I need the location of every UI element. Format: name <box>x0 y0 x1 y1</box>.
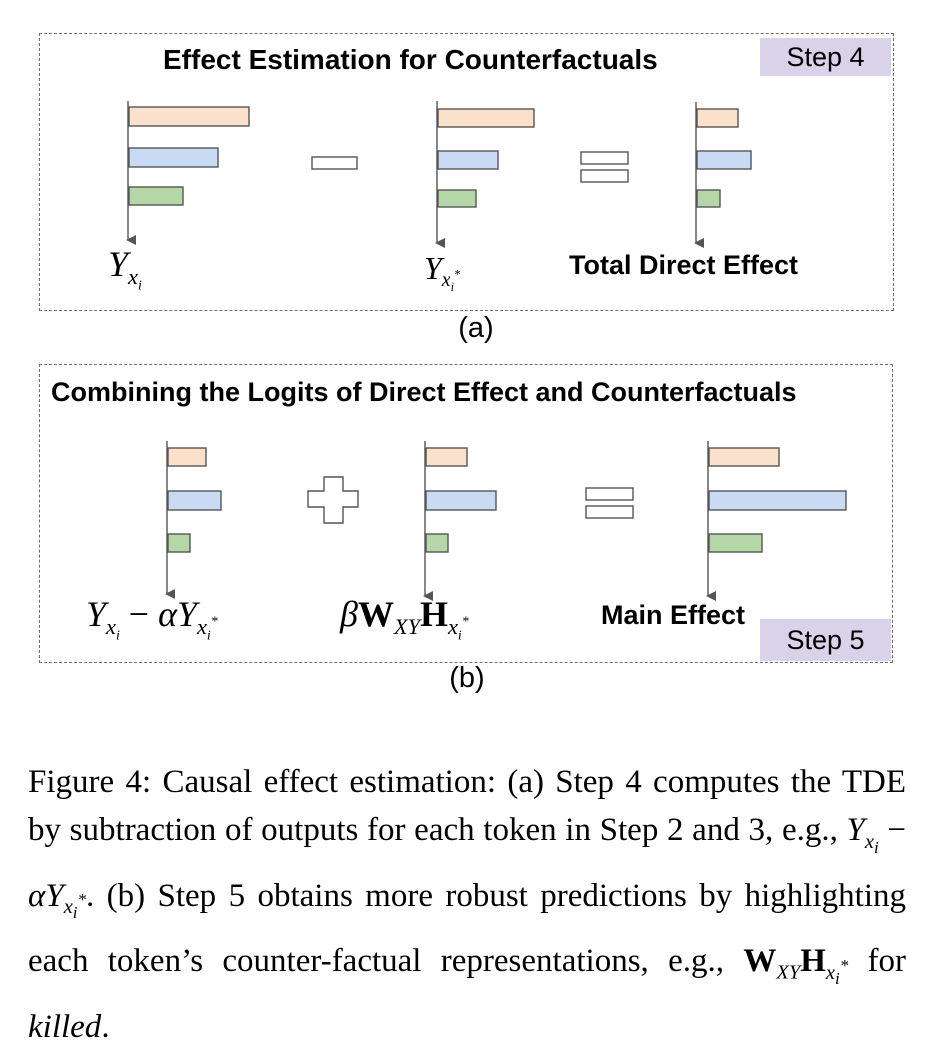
step-5-badge: Step 5 <box>760 619 891 661</box>
bar-a1-mid <box>128 147 219 168</box>
total-direct-effect-label: Total Direct Effect <box>569 250 799 280</box>
caption-emph: killed <box>28 1009 102 1046</box>
bar-a3-low <box>696 189 721 208</box>
bar-b2-low <box>425 533 449 553</box>
figure-caption: Figure 4: Causal effect estimation: (a) … <box>28 758 906 1051</box>
caption-math-2: WXYHxi* <box>743 943 849 989</box>
caption-figure-label: Figure 4: <box>28 764 152 800</box>
bar-b2-mid <box>425 490 497 511</box>
main-effect-label: Main Effect <box>601 600 746 630</box>
bar-b2-top <box>425 447 468 467</box>
bar-a1-top <box>128 106 250 127</box>
bar-b3-low <box>708 533 763 553</box>
bar-group-b1 <box>165 441 222 599</box>
bar-b3-mid <box>708 490 847 511</box>
caption-text-3: for <box>867 943 907 980</box>
panel-b-label: (b) <box>449 662 485 694</box>
bar-group-b3 <box>706 441 847 601</box>
bar-group-a1 <box>126 101 250 245</box>
panel-a <box>39 33 894 311</box>
bar-b3-top <box>708 447 780 467</box>
equals-icon-b-top <box>585 487 634 501</box>
caption-text-1: Causal effect estimation: (a) Step 4 com… <box>28 764 907 848</box>
bar-a2-low <box>437 189 477 208</box>
bar-a2-mid <box>437 150 499 170</box>
equals-icon-a-bottom <box>580 169 629 183</box>
plus-icon <box>307 476 359 524</box>
term-y-xi-a: Yxi <box>108 244 142 293</box>
panel-b <box>39 364 893 663</box>
minus-icon <box>311 156 358 170</box>
caption-text-2: . (b) Step 5 obtains more robust predict… <box>28 877 906 980</box>
caption-end: . <box>101 1009 110 1046</box>
panel-a-title: Effect Estimation for Counterfactuals <box>163 44 658 75</box>
caption-math-1: Yxi − αYxi* <box>28 812 907 923</box>
equals-icon-a-top <box>580 151 629 165</box>
bar-group-a2 <box>435 101 535 248</box>
term-direct-minus-alpha: Yxi − αYxi* <box>86 594 218 643</box>
bar-a1-low <box>128 186 184 206</box>
bar-a2-top <box>437 108 535 128</box>
equals-icon-b-bottom <box>585 505 634 519</box>
term-y-xi-star-a: Yxi* <box>424 250 461 295</box>
bar-group-b2 <box>423 441 497 601</box>
bar-b1-top <box>167 447 207 467</box>
panel-a-label: (a) <box>458 312 494 344</box>
bar-group-a3 <box>694 102 752 248</box>
bar-a3-top <box>696 108 739 128</box>
bar-b1-mid <box>167 490 222 511</box>
panel-b-title: Combining the Logits of Direct Effect an… <box>51 377 797 407</box>
bar-a3-mid <box>696 150 752 170</box>
diagram-graphics <box>126 101 847 601</box>
step-4-badge: Step 4 <box>760 38 891 76</box>
bar-b1-low <box>167 533 191 553</box>
